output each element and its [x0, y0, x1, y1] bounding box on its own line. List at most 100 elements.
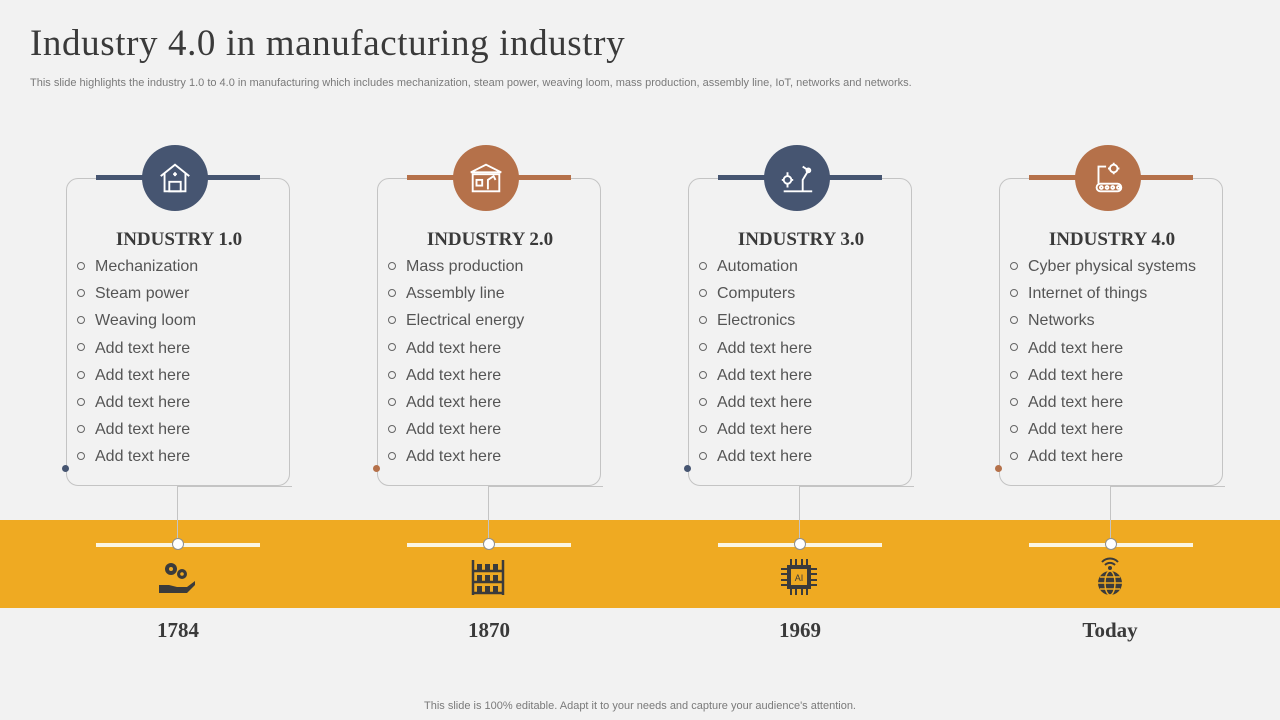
conveyor-robot-icon [1075, 145, 1141, 211]
bullet-icon [699, 370, 707, 379]
industry-title: INDUSTRY 2.0 [426, 229, 554, 250]
card-connector [488, 486, 603, 487]
industry-list: Mass production Assembly line Electrical… [388, 256, 524, 474]
bullet-icon [77, 343, 85, 352]
list-item: Add text here [388, 419, 524, 446]
card-connector [799, 486, 800, 544]
card-connector [1110, 486, 1111, 544]
timeline-band [0, 520, 1280, 608]
bullet-icon [1010, 424, 1018, 433]
shelf-rack-icon [471, 560, 505, 595]
bullet-icon [388, 424, 396, 433]
svg-text:AI: AI [795, 573, 804, 583]
gears-hand-icon [159, 563, 195, 593]
bullet-icon [388, 316, 396, 325]
card-connector [488, 486, 489, 544]
list-item: Steam power [77, 283, 198, 310]
bullet-icon [77, 424, 85, 433]
list-item: Cyber physical systems [1010, 256, 1196, 283]
era-year: 1784 [157, 618, 199, 642]
industry-list: Automation Computers Electronics Add tex… [699, 256, 812, 474]
card-connector [177, 486, 292, 487]
bullet-icon [699, 316, 707, 325]
bullet-icon [1010, 370, 1018, 379]
bullet-icon [388, 343, 396, 352]
industry-list: Cyber physical systems Internet of thing… [1010, 256, 1196, 474]
bullet-icon [1010, 316, 1018, 325]
list-item: Add text here [1010, 446, 1196, 473]
bullet-icon [699, 424, 707, 433]
list-item: Mass production [388, 256, 524, 283]
timeline-node [172, 538, 184, 550]
industry-title: INDUSTRY 1.0 [115, 229, 243, 250]
ai-chip-icon: AI [781, 559, 817, 595]
list-item: Add text here [77, 392, 198, 419]
list-item: Mechanization [77, 256, 198, 283]
list-item: Add text here [1010, 338, 1196, 365]
slide-subtitle: This slide highlights the industry 1.0 t… [30, 77, 912, 89]
bullet-icon [1010, 288, 1018, 297]
list-item: Add text here [699, 446, 812, 473]
list-item: Add text here [388, 446, 524, 473]
list-item: Electronics [699, 310, 812, 337]
list-item: Add text here [77, 419, 198, 446]
bullet-icon [699, 343, 707, 352]
list-item: Weaving loom [77, 310, 198, 337]
list-item: Networks [1010, 310, 1196, 337]
list-item: Assembly line [388, 283, 524, 310]
list-item: Add text here [77, 365, 198, 392]
globe-signal-icon [1098, 557, 1122, 596]
card-marker-dot [373, 465, 380, 472]
list-item: Internet of things [1010, 283, 1196, 310]
bullet-icon [1010, 343, 1018, 352]
footer-note: This slide is 100% editable. Adapt it to… [424, 700, 856, 712]
list-item: Add text here [388, 365, 524, 392]
list-item: Add text here [388, 392, 524, 419]
list-item: Computers [699, 283, 812, 310]
list-item: Add text here [1010, 392, 1196, 419]
list-item: Add text here [77, 338, 198, 365]
industry-list: Mechanization Steam power Weaving loom A… [77, 256, 198, 474]
bullet-icon [1010, 452, 1018, 461]
bullet-icon [699, 288, 707, 297]
era-year: Today [1082, 618, 1138, 642]
list-item: Add text here [699, 392, 812, 419]
bullet-icon [388, 261, 396, 270]
list-item: Add text here [1010, 365, 1196, 392]
bullet-icon [699, 261, 707, 270]
timeline-node [483, 538, 495, 550]
bullet-icon [1010, 397, 1018, 406]
timeline-node [1105, 538, 1117, 550]
list-item: Add text here [699, 365, 812, 392]
bullet-icon [388, 397, 396, 406]
bullet-icon [388, 288, 396, 297]
list-item: Electrical energy [388, 310, 524, 337]
era-year: 1969 [779, 618, 821, 642]
card-marker-dot [995, 465, 1002, 472]
bullet-icon [77, 288, 85, 297]
era-year: 1870 [468, 618, 510, 642]
bullet-icon [699, 397, 707, 406]
warehouse-icon [142, 145, 208, 211]
slide-title: Industry 4.0 in manufacturing industry [30, 23, 626, 64]
card-connector [177, 486, 178, 544]
bullet-icon [77, 397, 85, 406]
list-item: Add text here [77, 446, 198, 473]
industry-title: INDUSTRY 4.0 [1048, 229, 1176, 250]
robot-arm-icon [764, 145, 830, 211]
list-item: Add text here [1010, 419, 1196, 446]
bullet-icon [1010, 261, 1018, 270]
industry-title: INDUSTRY 3.0 [737, 229, 865, 250]
card-connector [799, 486, 914, 487]
bullet-icon [77, 452, 85, 461]
list-item: Add text here [699, 419, 812, 446]
timeline-node [794, 538, 806, 550]
bullet-icon [77, 261, 85, 270]
bullet-icon [388, 452, 396, 461]
assembly-line-icon [453, 145, 519, 211]
list-item: Automation [699, 256, 812, 283]
card-marker-dot [62, 465, 69, 472]
card-connector [1110, 486, 1225, 487]
bullet-icon [699, 452, 707, 461]
bullet-icon [77, 370, 85, 379]
